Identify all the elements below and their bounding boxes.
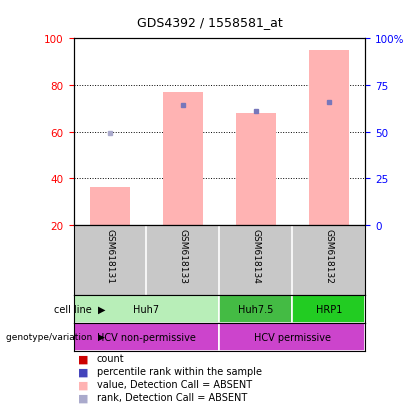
Text: percentile rank within the sample: percentile rank within the sample [97,366,262,376]
Text: cell line  ▶: cell line ▶ [53,304,105,314]
Text: GSM618133: GSM618133 [178,229,187,284]
Bar [90,188,130,225]
Bar [309,51,349,225]
Bar [163,93,203,225]
Text: GSM618131: GSM618131 [105,229,115,284]
Text: Huh7.5: Huh7.5 [238,304,273,314]
Text: genotype/variation  ▶: genotype/variation ▶ [6,332,105,341]
Bar [236,114,276,225]
Text: ■: ■ [78,392,88,402]
Text: Huh7: Huh7 [134,304,160,314]
Text: HCV non-permissive: HCV non-permissive [97,332,196,342]
Text: ■: ■ [78,380,88,389]
Text: count: count [97,354,124,363]
Text: ■: ■ [78,366,88,376]
Text: GDS4392 / 1558581_at: GDS4392 / 1558581_at [137,16,283,28]
Bar [74,323,220,351]
Text: rank, Detection Call = ABSENT: rank, Detection Call = ABSENT [97,392,247,402]
Bar [74,295,220,323]
Text: GSM618132: GSM618132 [324,229,333,283]
Bar [292,295,365,323]
Bar [220,323,365,351]
Text: GSM618134: GSM618134 [252,229,260,283]
Text: HCV permissive: HCV permissive [254,332,331,342]
Text: value, Detection Call = ABSENT: value, Detection Call = ABSENT [97,380,252,389]
Text: HRP1: HRP1 [316,304,342,314]
Bar [220,295,292,323]
Text: ■: ■ [78,354,88,363]
